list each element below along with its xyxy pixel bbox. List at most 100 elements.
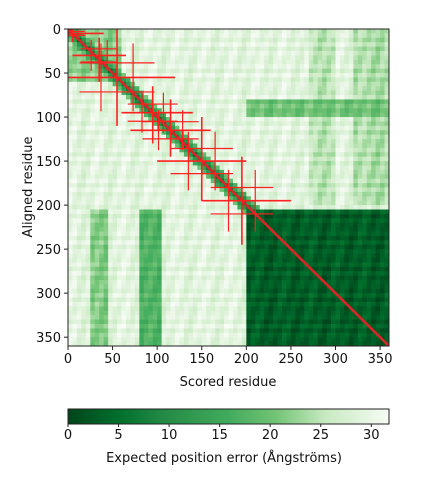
heatmap-cell: [85, 95, 91, 100]
heatmap-cell: [210, 213, 216, 219]
heatmap-cell: [148, 213, 154, 219]
heatmap-cell: [241, 112, 247, 118]
heatmap-cell: [90, 73, 96, 78]
heatmap-cell: [335, 231, 341, 237]
heatmap-cell: [384, 196, 389, 202]
heatmap-cell: [380, 33, 385, 39]
heatmap-cell: [175, 253, 180, 259]
heatmap-cell: [81, 231, 87, 237]
heatmap-cell: [99, 266, 105, 272]
heatmap-cell: [335, 279, 341, 285]
heatmap-cell: [117, 293, 122, 298]
heatmap-cell: [282, 86, 287, 92]
heatmap-cell: [384, 279, 389, 285]
heatmap-cell: [313, 152, 319, 158]
heatmap-cell: [304, 275, 310, 281]
heatmap-cell: [81, 297, 87, 303]
heatmap-cell: [255, 222, 261, 228]
heatmap-cell: [317, 139, 323, 144]
heatmap-cell: [232, 244, 238, 250]
heatmap-cell: [161, 213, 167, 219]
heatmap-cell: [219, 205, 225, 210]
heatmap-cell: [241, 178, 247, 184]
heatmap-cell: [206, 130, 212, 136]
heatmap-cell: [143, 134, 149, 140]
heatmap-cell: [143, 328, 149, 334]
heatmap-cell: [76, 323, 82, 329]
heatmap-cell: [192, 51, 198, 56]
heatmap-cell: [219, 315, 225, 320]
heatmap-cell: [232, 209, 238, 215]
heatmap-cell: [384, 130, 389, 136]
heatmap-cell: [197, 240, 203, 246]
heatmap-cell: [353, 227, 359, 232]
heatmap-cell: [188, 306, 194, 312]
heatmap-cell: [282, 266, 287, 272]
heatmap-cell: [224, 257, 229, 263]
heatmap-cell: [384, 323, 389, 329]
heatmap-cell: [188, 143, 194, 149]
heatmap-cell: [90, 33, 96, 39]
heatmap-cell: [299, 279, 305, 285]
heatmap-cell: [125, 187, 131, 193]
heatmap-cell: [295, 143, 301, 149]
heatmap-cell: [313, 328, 319, 334]
heatmap-cell: [76, 301, 82, 307]
heatmap-cell: [179, 227, 185, 232]
heatmap-cell: [175, 249, 180, 254]
heatmap-cell: [290, 183, 296, 188]
heatmap-cell: [108, 218, 113, 224]
heatmap-cell: [210, 222, 216, 228]
heatmap-cell: [241, 99, 247, 105]
heatmap-cell: [108, 161, 113, 166]
heatmap-cell: [143, 68, 149, 74]
heatmap-cell: [290, 33, 296, 39]
heatmap-cell: [299, 46, 305, 52]
heatmap-cell: [197, 284, 203, 290]
heatmap-cell: [304, 213, 310, 219]
heatmap-cell: [175, 332, 180, 338]
heatmap-cell: [384, 81, 389, 87]
heatmap-cell: [215, 266, 220, 272]
heatmap-cell: [362, 147, 368, 153]
heatmap-cell: [166, 205, 171, 210]
heatmap-cell: [246, 284, 252, 290]
heatmap-cell: [215, 37, 220, 43]
heatmap-cell: [117, 95, 122, 100]
heatmap-cell: [152, 262, 158, 268]
heatmap-cell: [348, 112, 354, 118]
heatmap-cell: [206, 90, 212, 96]
heatmap-cell: [215, 77, 220, 83]
heatmap-cell: [183, 178, 189, 184]
heatmap-cell: [357, 187, 363, 193]
heatmap-cell: [259, 253, 265, 259]
heatmap-cell: [375, 183, 381, 188]
heatmap-cell: [348, 315, 354, 320]
heatmap-cell: [210, 288, 216, 294]
heatmap-cell: [299, 147, 305, 153]
heatmap-cell: [139, 315, 145, 320]
heatmap-cell: [166, 244, 171, 250]
heatmap-cell: [201, 249, 207, 254]
heatmap-cell: [201, 257, 207, 263]
heatmap-cell: [246, 178, 252, 184]
heatmap-cell: [317, 266, 323, 272]
heatmap-cell: [161, 59, 167, 65]
heatmap-cell: [94, 139, 100, 144]
heatmap-cell: [255, 143, 261, 149]
heatmap-cell: [259, 249, 265, 254]
heatmap-cell: [295, 95, 301, 100]
heatmap-cell: [152, 288, 158, 294]
heatmap-cell: [139, 29, 145, 34]
heatmap-cell: [134, 227, 140, 232]
heatmap-cell: [313, 68, 319, 74]
heatmap-cell: [331, 235, 336, 241]
heatmap-cell: [331, 323, 336, 329]
heatmap-cell: [362, 125, 368, 131]
heatmap-cell: [335, 68, 341, 74]
heatmap-cell: [72, 37, 78, 43]
heatmap-cell: [313, 253, 319, 259]
heatmap-cell: [282, 284, 287, 290]
heatmap-cell: [188, 235, 194, 241]
heatmap-cell: [148, 235, 154, 241]
